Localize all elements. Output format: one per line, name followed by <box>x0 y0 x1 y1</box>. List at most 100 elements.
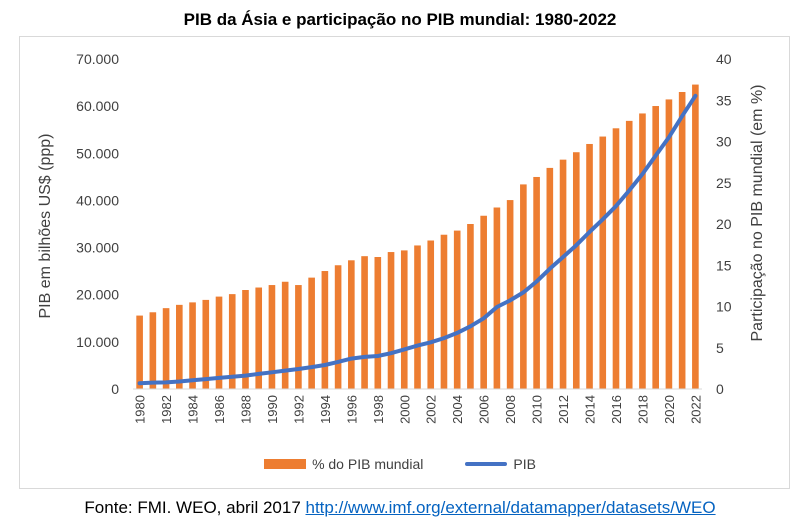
legend-swatch-bar <box>264 459 307 469</box>
x-tick-label: 2012 <box>556 395 571 424</box>
bar <box>255 287 263 389</box>
bar <box>440 234 448 389</box>
x-tick-label: 2000 <box>397 395 412 424</box>
bar <box>268 285 276 389</box>
bar <box>308 277 315 389</box>
bar <box>453 230 461 389</box>
y-right-tick-label: 5 <box>716 340 724 356</box>
bar <box>348 260 355 389</box>
bar <box>427 240 435 389</box>
line-series-pib <box>137 93 698 386</box>
x-tick-label: 2020 <box>662 395 677 424</box>
bar <box>639 113 646 389</box>
bar <box>692 84 699 389</box>
legend-label-pib: PIB <box>513 456 536 472</box>
x-tick-label: 1986 <box>212 395 227 424</box>
bar <box>612 128 620 390</box>
bar <box>652 106 659 390</box>
y-left-tick-label: 30.000 <box>76 240 119 256</box>
y-right-tick-label: 30 <box>716 134 732 150</box>
bar <box>176 304 183 389</box>
chart-title: PIB da Ásia e participação no PIB mundia… <box>183 10 617 29</box>
legend-item-pib: PIB <box>465 456 536 472</box>
bar <box>321 271 329 389</box>
bar <box>215 296 223 389</box>
bar <box>520 184 527 389</box>
bar <box>625 120 633 389</box>
bar <box>546 167 554 389</box>
bar <box>387 252 395 389</box>
bar <box>559 159 567 389</box>
legend-swatch-line <box>465 462 508 466</box>
y-right-tick-label: 15 <box>716 257 732 273</box>
bar <box>228 294 236 389</box>
bar <box>599 136 607 389</box>
y-right-tick-label: 35 <box>716 92 732 108</box>
x-tick-label: 2018 <box>635 395 650 424</box>
bar <box>665 99 673 390</box>
bar <box>572 152 580 389</box>
y-right-tick-label: 20 <box>716 216 732 232</box>
x-tick-label: 1996 <box>344 395 359 424</box>
bar <box>400 250 408 389</box>
bar <box>480 215 487 389</box>
legend-label-share: % do PIB mundial <box>312 456 424 472</box>
y-left-tick-label: 20.000 <box>76 287 119 303</box>
x-tick-label: 2006 <box>477 395 492 424</box>
y-left-tick-label: 70.000 <box>76 51 119 67</box>
y-axis-right-label: Participação no PIB mundial (em %) <box>749 85 766 342</box>
bar <box>506 200 514 389</box>
y-left-tick-label: 60.000 <box>76 98 119 114</box>
x-tick-label: 1988 <box>238 395 253 424</box>
source-note: Fonte: FMI. WEO, abril 2017 http://www.i… <box>0 498 800 518</box>
bar <box>136 315 143 389</box>
source-link[interactable]: http://www.imf.org/external/datamapper/d… <box>305 498 716 517</box>
legend-item-share: % do PIB mundial <box>264 456 423 472</box>
x-tick-label: 2016 <box>609 395 624 424</box>
y-left-tick-label: 10.000 <box>76 334 119 350</box>
bar <box>586 143 593 389</box>
bar <box>281 281 289 389</box>
x-tick-label: 1984 <box>186 395 201 424</box>
y-right-tick-label: 40 <box>716 51 732 67</box>
y-axis-left-label: PIB em bilhões US$ (ppp) <box>37 134 54 319</box>
y-left-tick-label: 0 <box>111 381 119 397</box>
legend: % do PIB mundial PIB <box>0 456 800 472</box>
bar <box>467 224 474 389</box>
x-tick-label: 1998 <box>371 395 386 424</box>
x-tick-label: 2014 <box>583 395 598 424</box>
x-tick-label: 1990 <box>265 395 280 424</box>
y-left-tick-label: 40.000 <box>76 192 119 208</box>
x-tick-label: 1982 <box>159 395 174 424</box>
x-tick-label: 1980 <box>133 395 148 424</box>
x-tick-label: 2004 <box>450 395 465 424</box>
bar <box>334 265 342 389</box>
y-right-tick-label: 10 <box>716 299 732 315</box>
bar <box>678 92 686 389</box>
bar <box>414 245 421 389</box>
bar <box>295 285 302 389</box>
x-tick-label: 1992 <box>291 395 306 424</box>
x-tick-label: 2010 <box>530 395 545 424</box>
bar <box>149 312 157 389</box>
x-tick-label: 2022 <box>688 395 703 424</box>
bar <box>361 256 368 389</box>
x-tick-label: 2002 <box>424 395 439 424</box>
y-axis-right-ticks: 0 5 10 15 20 25 30 35 40 <box>716 51 732 397</box>
bar <box>202 299 210 389</box>
x-tick-label: 2008 <box>503 395 518 424</box>
bar <box>162 308 170 389</box>
bar <box>493 207 501 389</box>
y-right-tick-label: 25 <box>716 175 732 191</box>
y-right-tick-label: 0 <box>716 381 724 397</box>
y-left-tick-label: 50.000 <box>76 145 119 161</box>
chart-frame <box>19 36 790 489</box>
x-tick-label: 1994 <box>318 395 333 424</box>
y-axis-left-ticks: 0 10.000 20.000 30.000 40.000 50.000 60.000 70.… <box>76 51 119 397</box>
source-prefix: Fonte: FMI. WEO, abril 2017 <box>84 498 306 517</box>
bar <box>189 302 196 389</box>
bar <box>374 257 382 389</box>
bar <box>242 290 249 389</box>
x-axis-ticks: 1980 1982 1984 1986 1988 1990 1992 1994 1996 1998… <box>133 395 704 424</box>
